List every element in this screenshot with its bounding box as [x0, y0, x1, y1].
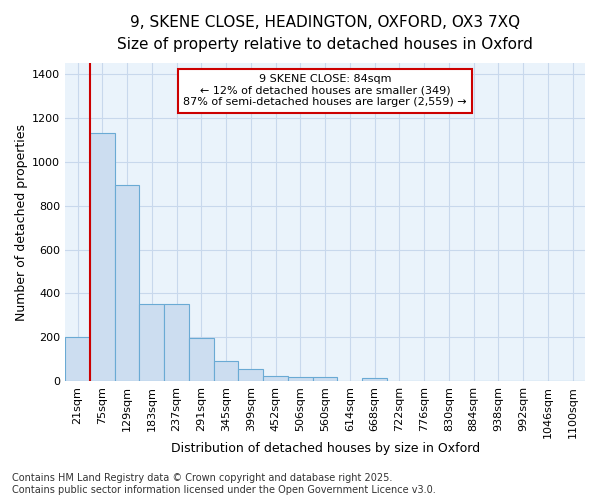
- Text: 9 SKENE CLOSE: 84sqm
← 12% of detached houses are smaller (349)
87% of semi-deta: 9 SKENE CLOSE: 84sqm ← 12% of detached h…: [183, 74, 467, 108]
- Bar: [313, 376, 337, 381]
- Bar: [362, 378, 387, 381]
- Bar: [65, 337, 90, 381]
- Y-axis label: Number of detached properties: Number of detached properties: [15, 124, 28, 320]
- Bar: [164, 304, 189, 381]
- Title: 9, SKENE CLOSE, HEADINGTON, OXFORD, OX3 7XQ
Size of property relative to detache: 9, SKENE CLOSE, HEADINGTON, OXFORD, OX3 …: [117, 15, 533, 52]
- Bar: [214, 362, 238, 381]
- Text: Contains HM Land Registry data © Crown copyright and database right 2025.
Contai: Contains HM Land Registry data © Crown c…: [12, 474, 436, 495]
- Bar: [263, 376, 288, 381]
- X-axis label: Distribution of detached houses by size in Oxford: Distribution of detached houses by size …: [170, 442, 479, 455]
- Bar: [288, 376, 313, 381]
- Bar: [90, 134, 115, 381]
- Bar: [238, 369, 263, 381]
- Bar: [139, 304, 164, 381]
- Bar: [115, 185, 139, 381]
- Bar: [189, 338, 214, 381]
